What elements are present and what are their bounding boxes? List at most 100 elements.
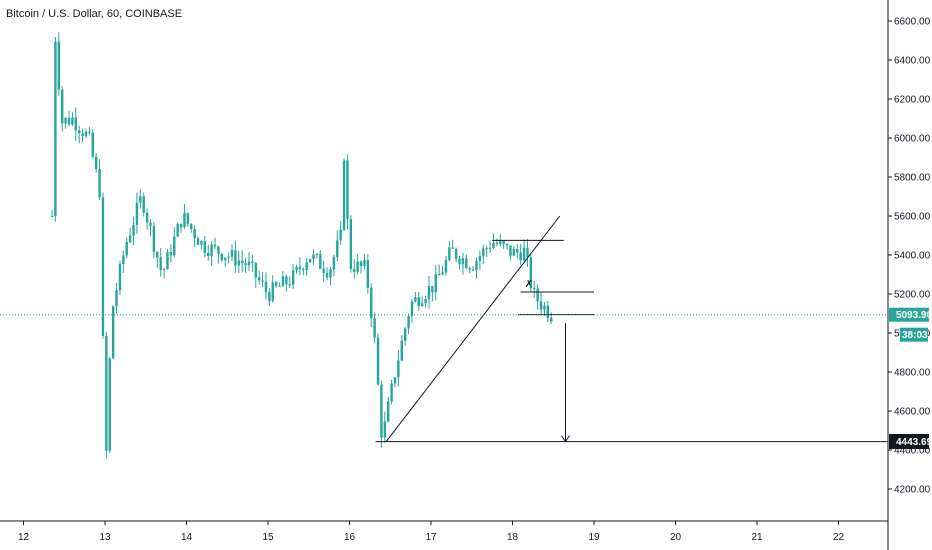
time-tick-label: 22 <box>833 532 845 543</box>
countdown-badge: 38:03 <box>900 327 928 342</box>
candle-body <box>336 240 339 258</box>
candle-body <box>156 251 159 258</box>
candle-body <box>278 285 281 287</box>
candle-body <box>363 260 366 267</box>
candle-body <box>502 241 505 244</box>
candle-body <box>251 261 254 263</box>
candle-body <box>111 306 115 359</box>
candle-body <box>128 235 132 243</box>
candle-body <box>57 41 61 90</box>
candle-body <box>485 248 488 250</box>
candle-body <box>478 256 482 261</box>
time-tick-label: 14 <box>181 532 193 543</box>
candle-body <box>132 224 135 236</box>
candle-body <box>207 252 210 257</box>
candle-body <box>213 244 217 247</box>
candle-body <box>190 223 193 229</box>
candle-body <box>254 262 257 278</box>
candle-body <box>312 254 315 260</box>
candle-body <box>397 360 400 378</box>
time-tick-label: 13 <box>99 532 111 543</box>
candle-body <box>383 421 387 438</box>
price-axis[interactable]: 6600.00 6400.00 6200.00 6000.00 5800.00 5600.… <box>888 17 931 496</box>
candle-body <box>291 270 295 285</box>
candle-body <box>224 257 227 261</box>
candle-body <box>366 260 370 288</box>
candle-body <box>203 241 207 253</box>
time-axis[interactable]: 12 13 14 15 16 17 18 19 20 21 22 <box>18 521 845 543</box>
candle-body <box>543 305 546 310</box>
candle-body <box>414 297 417 302</box>
time-tick-label: 18 <box>507 532 519 543</box>
chart-title: Bitcoin / U.S. Dollar, 60, COINBASE <box>6 8 183 20</box>
time-tick-label: 17 <box>425 532 437 543</box>
candle-body <box>162 269 166 271</box>
candle-body <box>244 262 247 266</box>
target-price-label: 4443.69 <box>896 437 932 448</box>
candle-body <box>505 243 509 246</box>
candle-body <box>139 196 142 203</box>
candle-body <box>509 245 512 256</box>
candle-body <box>441 272 444 275</box>
candle-body <box>135 202 139 225</box>
candle-body <box>482 248 485 257</box>
candle-body <box>529 257 533 289</box>
candle-body <box>271 282 274 302</box>
candle-body <box>308 259 312 263</box>
candle-body <box>50 216 54 217</box>
candle-body <box>461 258 465 265</box>
candle-body <box>315 254 319 256</box>
candle-body <box>196 238 200 245</box>
candle-body <box>142 196 145 213</box>
candle-body <box>149 222 152 227</box>
candle-body <box>302 269 305 271</box>
candle-body <box>240 260 244 263</box>
price-tick-label: 4800.00 <box>894 368 931 379</box>
candle-body <box>268 292 271 302</box>
candle-body <box>237 260 240 266</box>
candle-body <box>319 254 322 269</box>
candle-body <box>115 290 118 307</box>
candle-body <box>488 247 492 249</box>
price-tick-label: 6000.00 <box>894 134 931 145</box>
candle-body <box>176 223 179 237</box>
candle-body <box>264 281 268 293</box>
candle-body <box>122 255 125 265</box>
candle-body <box>193 228 196 239</box>
candle-body <box>94 156 98 169</box>
cross-marker: ✗ <box>525 279 533 290</box>
candle-body <box>519 252 522 261</box>
candle-body <box>159 257 162 271</box>
candle-body <box>183 213 186 228</box>
candle-body <box>349 219 353 270</box>
price-tick-label: 4600.00 <box>894 407 931 418</box>
candle-body <box>499 241 502 245</box>
candle-body <box>61 89 64 124</box>
candle-body <box>257 277 261 281</box>
time-tick-label: 20 <box>670 532 682 543</box>
candle-body <box>356 261 359 272</box>
candle-body <box>64 117 67 124</box>
candle-body <box>325 272 329 278</box>
candle-body <box>227 256 230 258</box>
candle-body <box>220 253 224 261</box>
trendline[interactable] <box>385 215 561 442</box>
candle-body <box>166 251 169 270</box>
candle-body <box>390 383 393 402</box>
candle-body <box>387 401 390 422</box>
candle-body <box>108 358 111 451</box>
price-tick-label: 6200.00 <box>894 95 931 106</box>
drawings-layer <box>375 215 888 443</box>
current-price-label: 5093.90 <box>896 310 932 321</box>
candle-body <box>512 248 516 256</box>
price-tick-label: 4400.00 <box>894 446 931 457</box>
candle-body <box>234 250 237 266</box>
candle-body <box>424 299 427 304</box>
candle-body <box>400 340 403 361</box>
candle-body <box>550 317 553 322</box>
candle-body <box>285 276 288 285</box>
candle-body <box>444 259 448 273</box>
candle-body <box>169 251 173 256</box>
candle-body <box>179 223 183 228</box>
